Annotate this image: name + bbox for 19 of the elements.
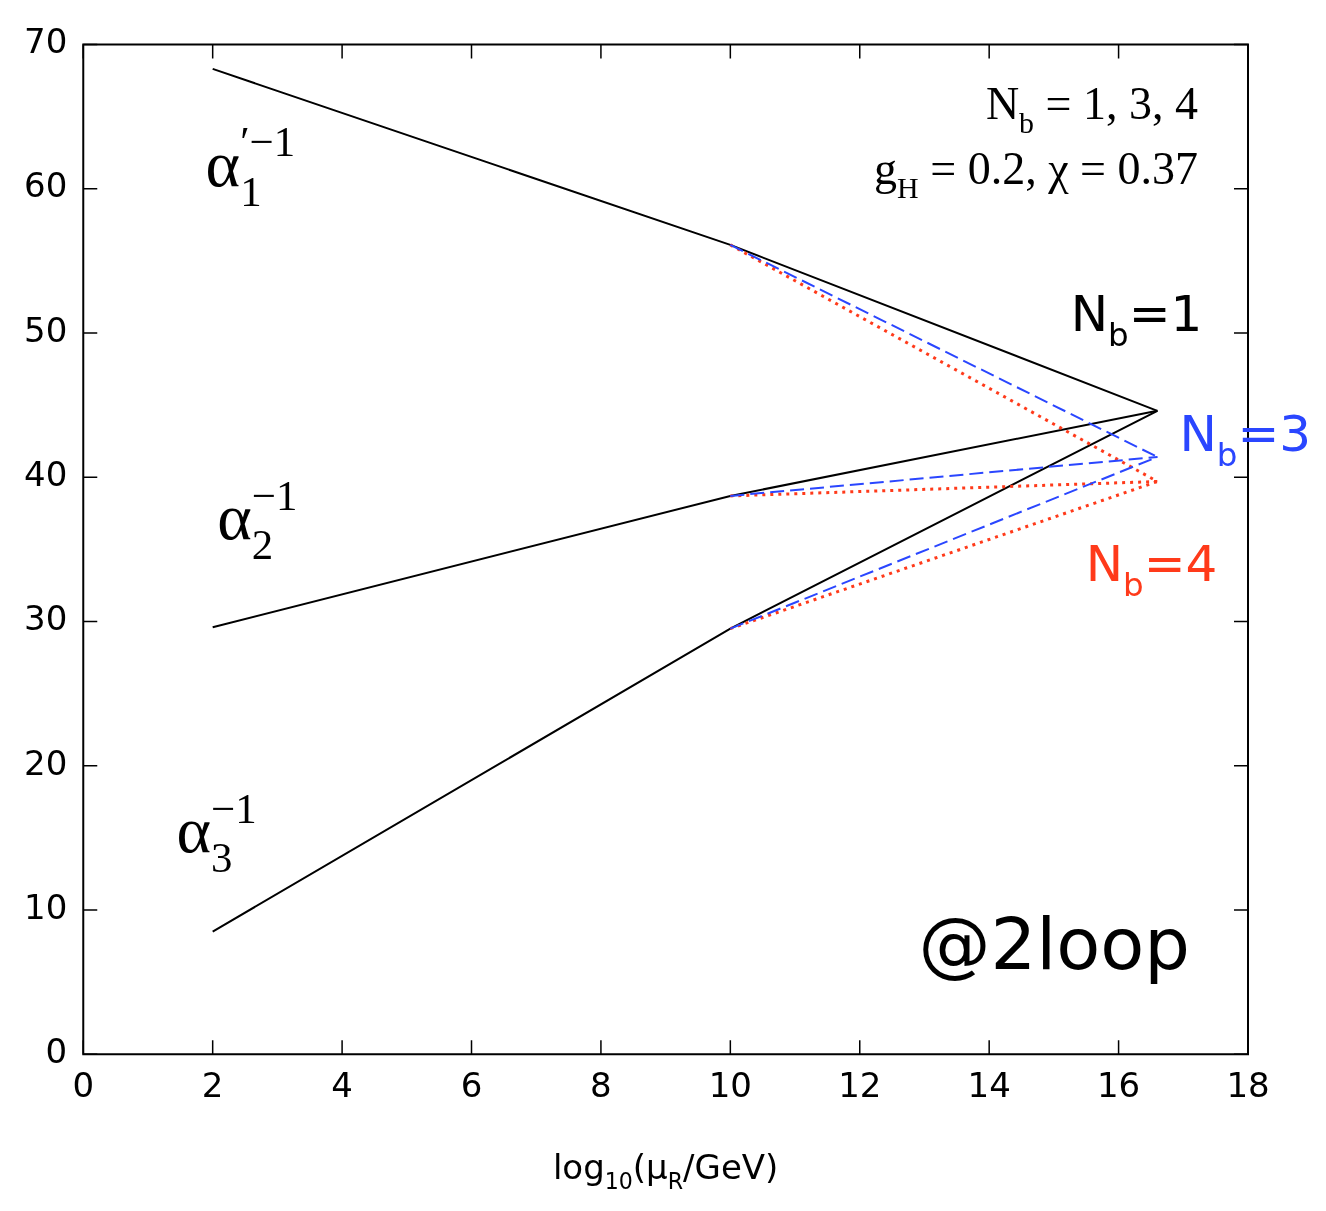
y-tick-label: 30 <box>24 598 68 639</box>
x-tick-label: 8 <box>590 1065 612 1106</box>
y-tick-label: 20 <box>24 742 68 783</box>
annotation: @2loop <box>918 902 1191 987</box>
x-tick-label: 18 <box>1226 1065 1270 1106</box>
x-tick-label: 12 <box>838 1065 882 1106</box>
x-tick-label: 16 <box>1096 1065 1141 1106</box>
y-tick-label: 50 <box>24 309 68 350</box>
x-tick-label: 0 <box>72 1065 95 1106</box>
y-tick-label: 60 <box>24 165 68 206</box>
y-tick-label: 70 <box>24 21 68 62</box>
x-tick-label: 6 <box>460 1065 483 1106</box>
y-tick-label: 40 <box>24 454 68 494</box>
y-tick-label: 10 <box>24 886 68 927</box>
y-tick-label: 0 <box>45 1031 68 1072</box>
x-tick-label: 4 <box>331 1065 353 1106</box>
x-tick-label: 10 <box>708 1065 752 1106</box>
x-tick-label: 14 <box>967 1065 1011 1106</box>
x-tick-label: 2 <box>201 1065 224 1106</box>
